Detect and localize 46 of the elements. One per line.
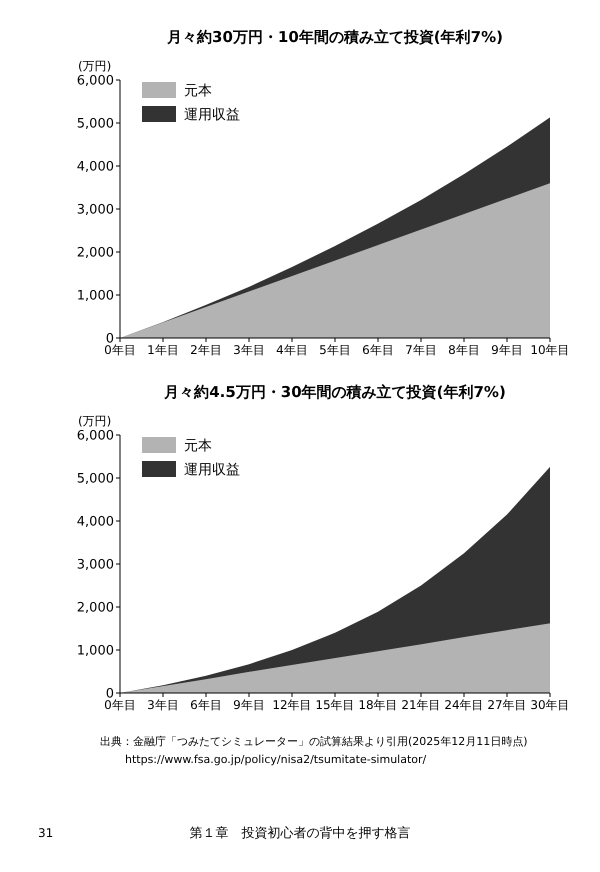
x-tick-label: 2年目 (190, 343, 222, 357)
x-tick-label: 5年目 (319, 343, 351, 357)
y-tick-label: 4,000 (76, 160, 114, 175)
x-tick-label: 10年目 (530, 343, 570, 357)
y-axis-title: (万円) (78, 59, 112, 73)
chart-title: 月々約30万円・10年間の積み立て投資(年利7%) (166, 28, 503, 46)
y-tick-label: 3,000 (76, 202, 114, 218)
x-tick-label: 3年目 (147, 698, 179, 712)
y-tick-label: 2,000 (76, 246, 114, 261)
x-tick-label: 7年目 (405, 343, 437, 357)
x-tick-label: 0年目 (104, 698, 136, 712)
x-tick-label: 9年目 (233, 698, 265, 712)
x-tick-label: 0年目 (104, 343, 136, 357)
x-tick-label: 30年目 (530, 698, 570, 712)
y-tick-label: 1,000 (76, 644, 114, 659)
x-tick-label: 6年目 (362, 343, 394, 357)
y-tick-label: 5,000 (76, 116, 114, 132)
text: https://www.fsa.go.jp/policy/nisa2/tsumitate-simulator/ (125, 753, 427, 766)
legend-label: 運用収益 (184, 462, 240, 478)
x-tick-label: 12年目 (272, 698, 312, 712)
x-tick-label: 4年目 (276, 343, 308, 357)
x-tick-label: 15年目 (315, 698, 355, 712)
text: 31 (38, 826, 54, 840)
y-tick-label: 4,000 (76, 514, 114, 530)
chart-title: 月々約4.5万円・30年間の積み立て投資(年利7%) (163, 383, 506, 401)
y-tick-label: 3,000 (76, 558, 114, 573)
source-note: 出典：金融庁「つみたてシミュレーター」の試算結果より引用(2025年12月11日時点) (100, 735, 528, 748)
y-tick-label: 5,000 (76, 472, 114, 487)
x-tick-label: 3年目 (233, 343, 265, 357)
x-tick-label: 8年目 (448, 343, 480, 357)
x-tick-label: 6年目 (190, 698, 222, 712)
x-tick-label: 24年目 (444, 698, 484, 712)
x-tick-label: 21年目 (401, 698, 441, 712)
legend-label: 運用収益 (184, 106, 240, 123)
x-tick-label: 18年目 (358, 698, 398, 712)
legend-label: 元本 (184, 438, 212, 454)
y-axis-title: (万円) (78, 414, 112, 428)
x-tick-label: 27年目 (487, 698, 527, 712)
y-tick-label: 6,000 (76, 74, 114, 89)
text: 第１章 投資初心者の背中を押す格言 (190, 825, 410, 841)
legend-label: 元本 (184, 82, 212, 99)
y-tick-label: 2,000 (76, 600, 114, 616)
x-tick-label: 9年目 (491, 343, 523, 357)
y-tick-label: 6,000 (76, 428, 114, 444)
y-tick-label: 1,000 (76, 288, 114, 304)
x-tick-label: 1年目 (147, 343, 179, 357)
